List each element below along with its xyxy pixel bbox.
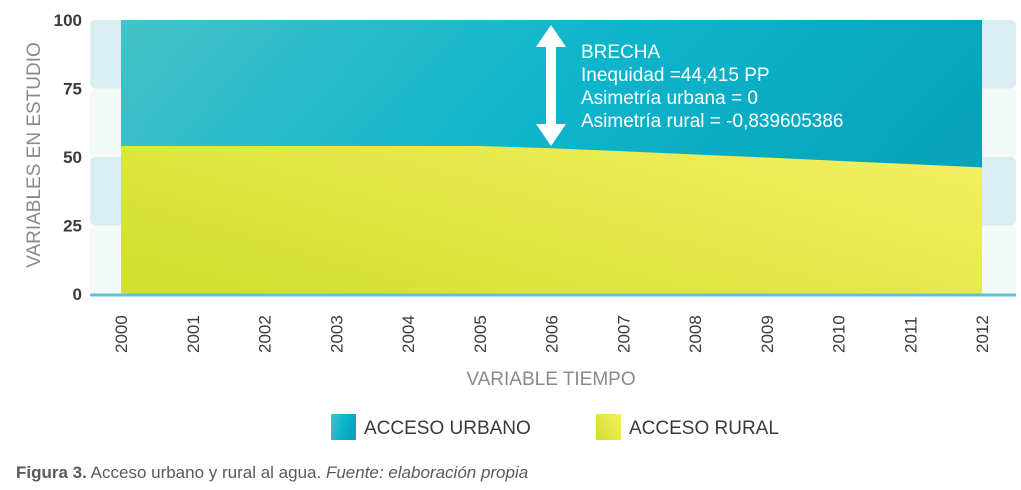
y-axis-title: VARIABLES EN ESTUDIO — [24, 42, 45, 268]
x-tick-label: 2012 — [973, 315, 992, 353]
x-tick-label: 2002 — [256, 315, 275, 353]
x-tick-label: 2001 — [184, 315, 203, 353]
x-tick-label: 2003 — [327, 315, 346, 353]
y-tick-label: 100 — [54, 11, 82, 30]
x-tick-label: 2006 — [543, 315, 562, 353]
x-tick-label: 2008 — [686, 315, 705, 353]
x-tick-labels: 2000 2001 2002 2003 2004 2005 2006 2007 2008 2009… — [112, 315, 992, 353]
figure-caption: Figura 3. Acceso urbano y rural al agua.… — [16, 463, 528, 483]
y-tick-label: 50 — [63, 148, 82, 167]
y-tick-labels: 0 25 50 75 100 — [54, 11, 82, 304]
legend-swatch-urban — [331, 414, 356, 440]
annotation-line: Asimetría urbana = 0 — [581, 88, 758, 109]
legend-label-urban: ACCESO URBANO — [364, 418, 531, 439]
gap-arrow-icon — [536, 25, 566, 146]
caption-text: Acceso urbano y rural al agua. — [86, 463, 326, 482]
caption-label: Figura 3. — [16, 463, 87, 482]
y-tick-label: 0 — [73, 285, 82, 304]
x-tick-label: 2010 — [830, 315, 849, 353]
x-tick-label: 2004 — [399, 315, 418, 353]
x-tick-label: 2007 — [614, 315, 633, 353]
gap-arrow-shape — [536, 25, 566, 146]
legend-swatch-rural — [596, 414, 621, 440]
plot-areas — [121, 20, 982, 294]
x-tick-label: 2005 — [471, 315, 490, 353]
x-tick-label: 2011 — [901, 316, 920, 353]
series-area-rural — [121, 146, 982, 294]
x-tick-label: 2000 — [112, 315, 131, 353]
legend-label-rural: ACCESO RURAL — [629, 418, 779, 439]
x-tick-label: 2009 — [758, 315, 777, 353]
annotation-line: BRECHA — [581, 42, 661, 63]
annotation-line: Inequidad =44,415 PP — [581, 65, 770, 86]
x-axis-title: VARIABLE TIEMPO — [466, 369, 635, 390]
y-tick-label: 75 — [63, 80, 82, 99]
y-tick-label: 25 — [63, 217, 82, 236]
legend: ACCESO URBANO ACCESO RURAL — [331, 414, 779, 440]
annotation-line: Asimetría rural = -0,839605386 — [581, 111, 843, 132]
caption-source: Fuente: elaboración propia — [325, 463, 529, 482]
